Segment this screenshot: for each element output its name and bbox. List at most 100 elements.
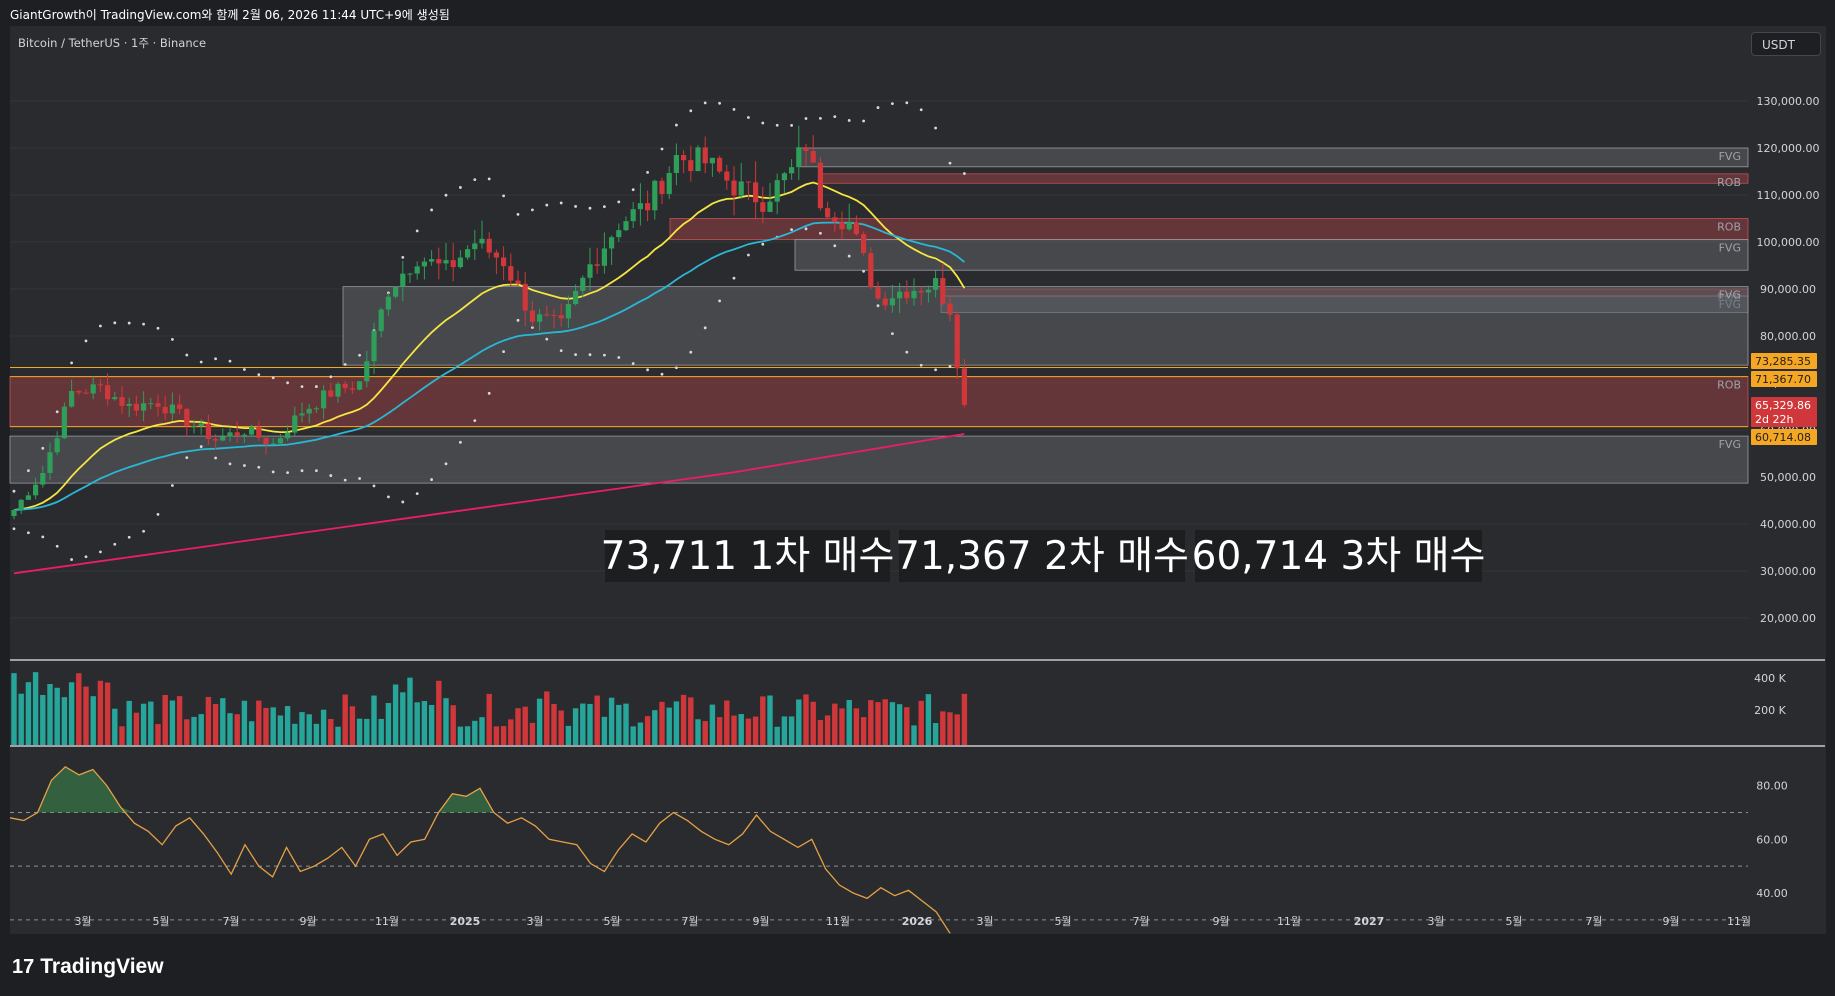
candle-body [709, 157, 715, 164]
candle-body [882, 298, 888, 306]
band-dot-lower [315, 469, 318, 473]
volume-bar [169, 700, 176, 745]
band-dot-upper [329, 375, 333, 379]
band-dot-upper [631, 188, 635, 192]
candle-body [47, 452, 53, 473]
volume-bar [551, 703, 557, 745]
volume-bar [371, 695, 377, 745]
candle-body [241, 434, 247, 436]
volume-bar [616, 704, 622, 745]
band-dot-lower [502, 350, 505, 354]
band-dot-lower [761, 242, 765, 246]
time-axis-tick: 7월 [1585, 915, 1602, 928]
volume-bar [666, 707, 672, 745]
price-axis-tick: 20,000.00 [1760, 612, 1816, 625]
volume-bar [544, 691, 550, 745]
band-dot-lower [804, 227, 808, 231]
band-dot-lower [84, 555, 88, 559]
band-dot-lower [891, 332, 894, 336]
volume-bar [709, 704, 716, 745]
candle-body [313, 408, 319, 410]
currency-selector[interactable]: USDT [1751, 32, 1821, 56]
candle-body [558, 315, 564, 319]
volume-bar [587, 703, 593, 745]
rsi-layer [9, 765, 1748, 934]
candle-body [277, 438, 283, 444]
candle-body [205, 423, 211, 440]
price-tag [1751, 353, 1817, 369]
candle-body [414, 266, 420, 274]
candle-body [292, 415, 298, 433]
band-dot-lower [271, 470, 275, 474]
rsi-axis-tick: 80.00 [1756, 780, 1788, 793]
candle-body [796, 147, 802, 168]
band-dot-upper [415, 229, 419, 233]
volume-bar [198, 714, 204, 745]
volume-bar [565, 725, 572, 745]
candle-body [385, 296, 391, 310]
band-dot-lower [617, 356, 621, 359]
candle-body [565, 304, 571, 319]
candle-body [940, 278, 946, 304]
band-dot-lower [487, 391, 491, 395]
volume-bar [875, 702, 881, 745]
candle-body [616, 230, 622, 238]
volume-bar [918, 700, 924, 745]
tradingview-logo[interactable]: 17 TradingView [12, 955, 164, 979]
volume-bar [781, 716, 788, 745]
volume-bar [11, 673, 17, 745]
candle-body [702, 147, 708, 164]
band-dot-lower [790, 228, 793, 232]
band-dot-upper [315, 385, 318, 388]
band-dot-lower [876, 304, 880, 308]
volume-bar [76, 673, 82, 745]
candle-body [407, 273, 413, 275]
candle-body [249, 426, 255, 435]
candle-body [97, 384, 103, 386]
symbol-title[interactable]: Bitcoin / TetherUS · 1주 · Binance [18, 36, 207, 50]
candle-body [781, 173, 787, 181]
candle-body [234, 432, 240, 436]
volume-bar [644, 716, 651, 745]
volume-bar [205, 696, 212, 745]
band-dot-upper [156, 326, 160, 330]
band-dot-upper [603, 205, 606, 209]
band-dot-lower [99, 550, 102, 554]
time-axis-tick: 5월 [1054, 915, 1071, 928]
volume-bar [342, 694, 348, 745]
candle-body [645, 203, 651, 211]
buy-annotation: 73,711 1차 매수 [601, 534, 895, 579]
volume-bar [270, 707, 276, 745]
band-dot-lower [257, 465, 261, 469]
time-axis-tick: 3월 [976, 915, 993, 928]
fvg-zone [799, 147, 1749, 168]
time-axis-tick: 2026 [902, 915, 933, 928]
candle-body [637, 203, 643, 210]
volume-bar [450, 705, 456, 745]
candle-body [18, 499, 24, 510]
volume-bar [716, 717, 723, 745]
time-axis-tick: 7월 [222, 915, 239, 928]
band-dot-lower [228, 462, 232, 466]
volume-bar [328, 718, 334, 745]
candle-body [832, 217, 838, 222]
band-dot-upper [127, 321, 131, 325]
price-axis-tick: 80,000.00 [1760, 330, 1816, 343]
candle-body [933, 278, 939, 290]
band-dot-lower [55, 544, 59, 548]
volume-bar [176, 696, 183, 745]
volume-bar [839, 708, 845, 745]
volume-bar [54, 687, 60, 745]
candle-body [666, 172, 672, 194]
candle-body [321, 390, 327, 409]
band-dot-lower [113, 542, 117, 546]
volume-bar [32, 672, 39, 745]
band-dot-lower [747, 253, 750, 257]
price-scale[interactable] [1748, 26, 1826, 934]
band-dot-lower [199, 445, 203, 448]
zone-label: ROB [1717, 379, 1741, 392]
candle-body [112, 397, 118, 400]
band-dot-upper [876, 106, 880, 109]
